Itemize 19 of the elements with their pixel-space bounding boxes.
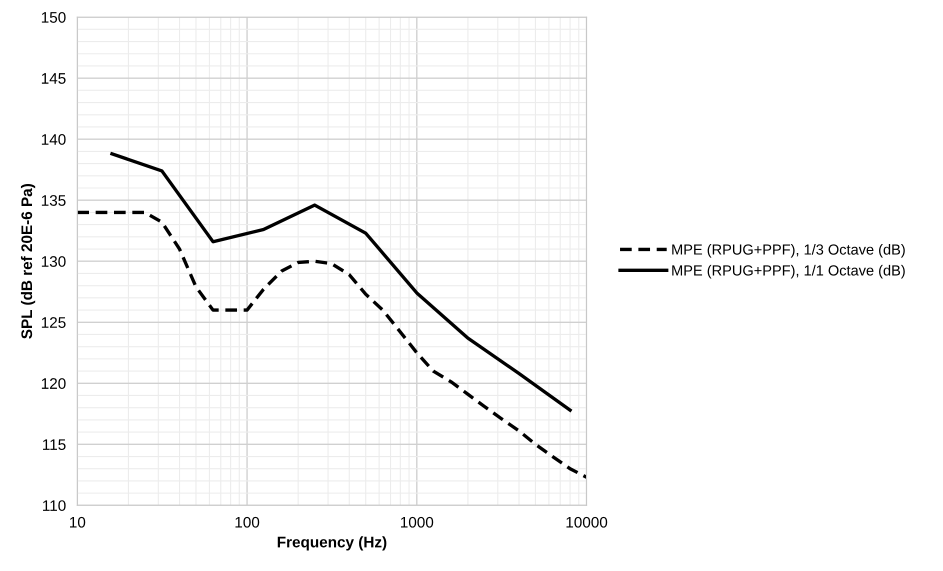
y-tick-label: 110 bbox=[43, 500, 66, 512]
x-tick-label: 10 bbox=[70, 516, 86, 528]
y-tick-label: 135 bbox=[42, 195, 66, 206]
y-tick-label: 120 bbox=[42, 378, 66, 389]
y-tick-label: 130 bbox=[42, 256, 66, 267]
x-tick-label: 100 bbox=[235, 516, 260, 528]
y-tick-label: 140 bbox=[42, 134, 66, 145]
line-series bbox=[77, 210, 587, 479]
x-tick-label: 1000 bbox=[400, 516, 434, 528]
x-axis-title: Frequency (Hz) bbox=[278, 536, 386, 550]
legend-label: MPE (RPUG+PPF), 1/3 Octave (dB) bbox=[672, 244, 905, 258]
y-tick-label: 125 bbox=[42, 317, 66, 328]
line-series bbox=[110, 152, 572, 412]
y-tick-label: 150 bbox=[42, 12, 66, 23]
y-axis-title: SPL (dB ref 20E-6 Pa) bbox=[20, 184, 36, 339]
x-tick-label: 10000 bbox=[566, 516, 608, 528]
y-tick-label: 145 bbox=[42, 73, 66, 84]
legend-label: MPE (RPUG+PPF), 1/1 Octave (dB) bbox=[672, 264, 905, 278]
y-tick-label: 115 bbox=[43, 439, 66, 450]
